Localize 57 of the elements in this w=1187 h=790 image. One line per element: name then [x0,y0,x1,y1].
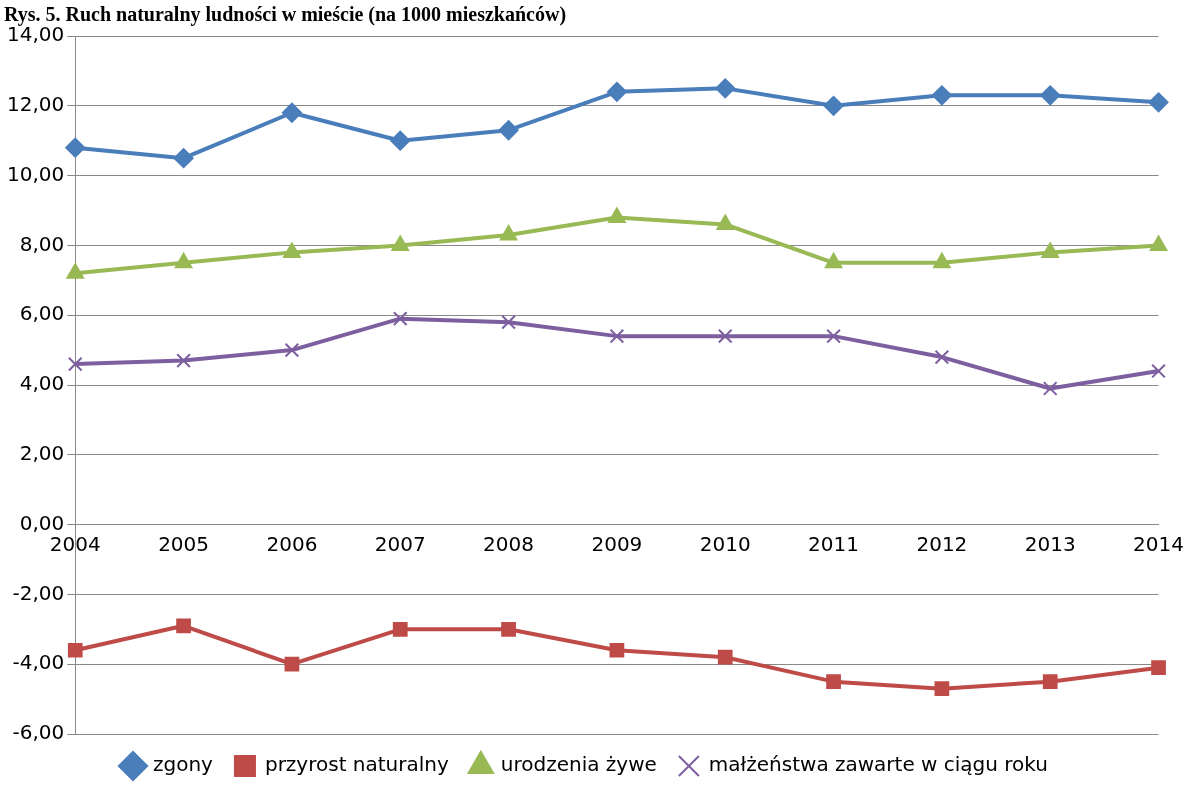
point [176,618,191,634]
point [609,328,625,344]
point [392,621,408,637]
y-tick-label: 2,00 [19,441,65,465]
point [717,328,733,344]
point [284,342,300,358]
point [823,95,844,116]
point [1042,381,1058,396]
y-tick-label: 8,00 [19,231,65,256]
point [176,353,191,368]
point [1148,92,1169,113]
point [934,681,950,696]
x-tick-label: 2012 [916,531,968,556]
point [281,102,302,123]
y-tick-label: -4,00 [12,650,65,675]
point [392,311,408,327]
point [1151,363,1166,379]
y-tick-label: -6,00 [12,720,65,745]
chart-title: Rys. 5. Ruch naturalny ludności w mieście (na 1000 mieszkańców) [4,3,567,27]
legend-label: małżeństwa zawarte w ciągu roku [708,752,1048,777]
point [1151,660,1166,676]
point [715,78,736,99]
point [609,642,625,658]
x-tick-label: 2005 [158,531,210,556]
x-tick-label: 2006 [266,531,318,556]
point [501,314,516,330]
point [1040,85,1061,106]
point [1042,674,1058,690]
point [498,120,519,141]
x-tick-label: 2007 [374,531,426,556]
x-tick-label: 2010 [699,531,751,556]
point [65,137,86,158]
x-tick-label: 2011 [808,531,860,556]
point [67,356,83,372]
point [826,674,841,690]
legend-label: urodzenia żywe [500,752,657,777]
x-tick-label: 2014 [1133,531,1184,556]
y-tick-label: 4,00 [19,371,65,396]
point [501,621,516,637]
y-tick-label: 12,00 [6,92,65,116]
x-tick-label: 2008 [483,531,535,556]
point [826,328,841,344]
y-tick-label: 10,00 [6,161,65,186]
x-tick-label: 2013 [1024,531,1076,556]
point [67,642,83,658]
point [717,649,733,665]
point [934,349,950,365]
point [173,148,194,169]
legend-label: zgony [153,752,214,777]
y-tick-label: -2,00 [12,580,65,605]
point [931,85,952,106]
point [284,656,300,672]
legend-label: przyrost naturalny [264,752,449,777]
x-tick-label: 2009 [591,531,643,556]
point [606,81,627,102]
y-tick-label: 6,00 [19,301,65,326]
point [390,130,411,151]
